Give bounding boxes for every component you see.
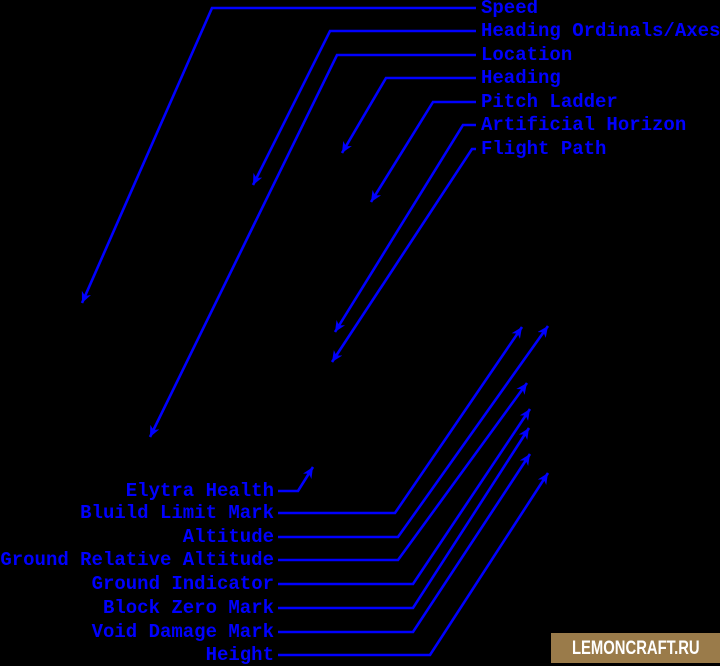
annotation-label-flight-path: Flight Path bbox=[481, 138, 607, 160]
annotation-label-height: Height bbox=[205, 644, 274, 666]
annotation-arrow-artificial-horizon bbox=[333, 123, 476, 333]
annotation-arrow-speed bbox=[80, 6, 476, 304]
watermark-badge: LEMONCRAFT.RU bbox=[551, 633, 720, 663]
annotation-arrow-heading bbox=[340, 76, 476, 154]
annotation-arrow-block-zero-mark bbox=[278, 427, 531, 610]
watermark-text: LEMONCRAFT.RU bbox=[571, 637, 700, 659]
annotation-label-ground-relative-altitude: Ground Relative Altitude bbox=[0, 549, 274, 571]
annotation-arrow-void-damage-mark bbox=[278, 453, 532, 634]
annotation-arrow-bluild-limit-mark bbox=[278, 326, 524, 515]
annotation-label-altitude: Altitude bbox=[182, 526, 274, 548]
annotation-arrow-height bbox=[278, 472, 550, 657]
annotation-label-artificial-horizon: Artificial Horizon bbox=[481, 114, 687, 136]
annotation-label-pitch-ladder: Pitch Ladder bbox=[481, 91, 618, 113]
annotation-arrow-elytra-health bbox=[278, 466, 315, 493]
annotation-label-block-zero-mark: Block Zero Mark bbox=[102, 597, 274, 619]
annotation-arrow-altitude bbox=[278, 325, 550, 539]
annotation-arrow-ground-indicator bbox=[278, 408, 532, 586]
annotation-arrow-flight-path bbox=[330, 147, 476, 363]
annotation-label-speed: Speed bbox=[481, 0, 539, 19]
annotation-arrow-heading-ordinals-axes bbox=[251, 29, 476, 186]
annotation-label-location: Location bbox=[481, 44, 573, 66]
annotation-arrow-ground-relative-altitude bbox=[278, 382, 529, 562]
annotation-arrow-location bbox=[148, 53, 476, 438]
annotation-label-heading: Heading bbox=[481, 67, 561, 89]
annotation-arrow-pitch-ladder bbox=[369, 100, 476, 203]
annotation-label-heading-ordinals-axes: Heading Ordinals/Axes bbox=[481, 20, 720, 42]
annotation-label-bluild-limit-mark: Bluild Limit Mark bbox=[80, 502, 274, 524]
annotation-label-ground-indicator: Ground Indicator bbox=[91, 573, 274, 595]
annotation-label-elytra-health: Elytra Health bbox=[125, 480, 274, 502]
annotation-label-void-damage-mark: Void Damage Mark bbox=[91, 621, 274, 643]
